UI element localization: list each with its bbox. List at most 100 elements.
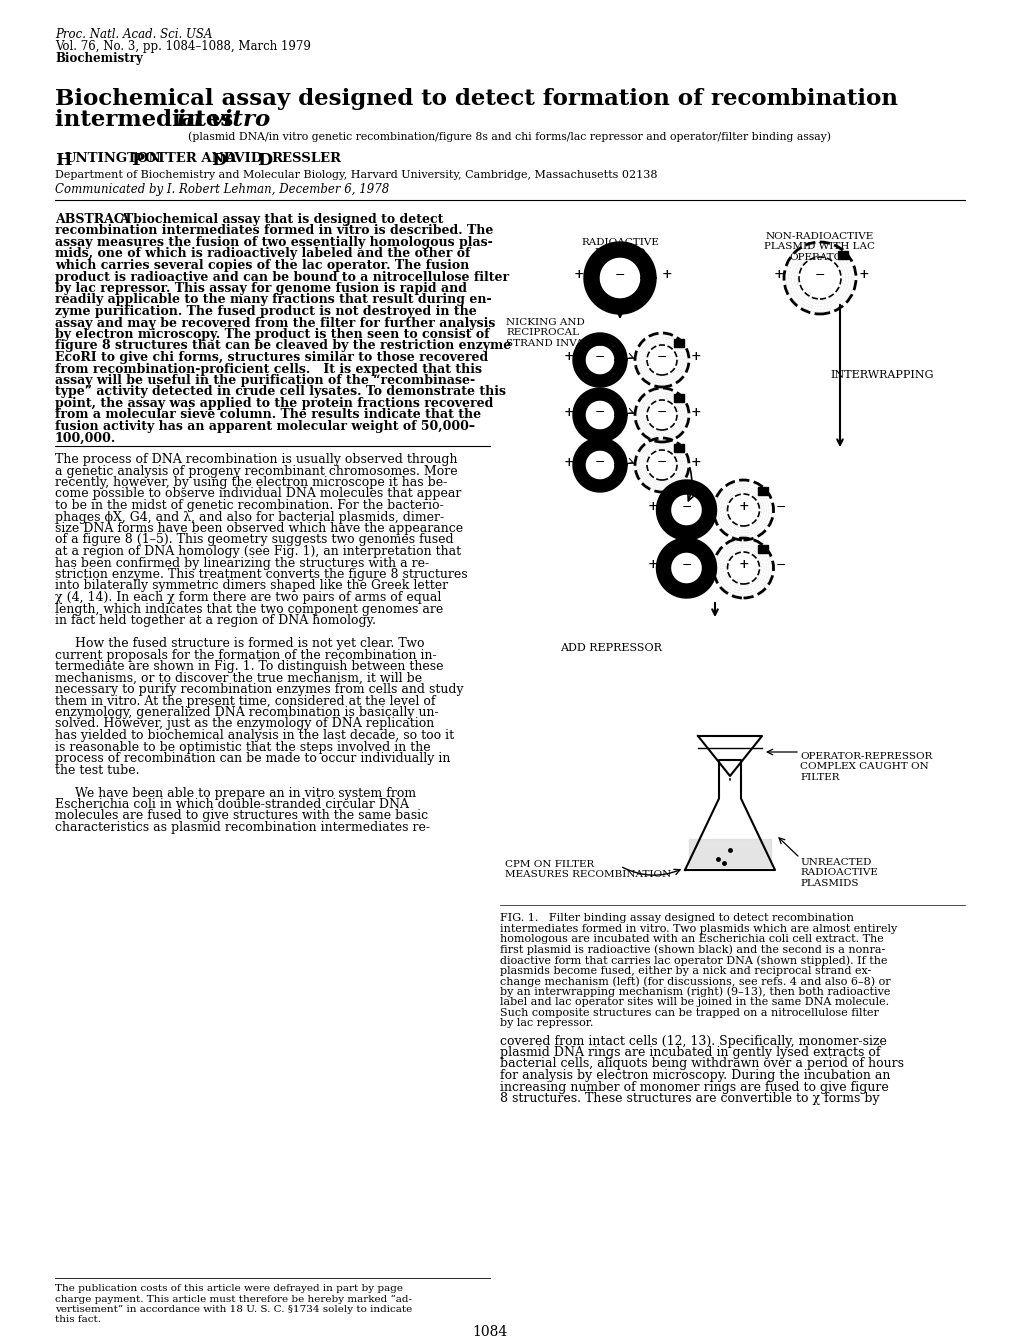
- Text: plasmid DNA rings are incubated in gently lysed extracts of: plasmid DNA rings are incubated in gentl…: [499, 1045, 879, 1059]
- Text: 1084: 1084: [472, 1325, 507, 1339]
- Text: recently, however, by using the electron microscope it has be-: recently, however, by using the electron…: [55, 476, 446, 488]
- Text: for analysis by electron microscopy. During the incubation an: for analysis by electron microscopy. Dur…: [499, 1070, 890, 1082]
- Text: Biochemistry: Biochemistry: [55, 52, 143, 64]
- Text: current proposals for the formation of the recombination in-: current proposals for the formation of t…: [55, 648, 436, 662]
- Text: a genetic analysis of progeny recombinant chromosomes. More: a genetic analysis of progeny recombinan…: [55, 464, 458, 478]
- Polygon shape: [656, 480, 715, 539]
- Bar: [674, 444, 684, 452]
- Text: RESSLER: RESSLER: [271, 152, 340, 165]
- Text: Biochemical assay designed to detect formation of recombination: Biochemical assay designed to detect for…: [55, 89, 897, 110]
- Text: process of recombination can be made to occur individually in: process of recombination can be made to …: [55, 752, 450, 765]
- Text: −: −: [594, 405, 605, 419]
- Text: −: −: [656, 405, 666, 419]
- Text: +: +: [858, 268, 869, 282]
- Bar: [838, 251, 848, 259]
- Text: 100,000.: 100,000.: [55, 432, 116, 444]
- Text: +: +: [564, 350, 574, 364]
- Text: +: +: [738, 501, 748, 514]
- Polygon shape: [573, 437, 627, 493]
- Text: label and lac operator sites will be joined in the same DNA molecule.: label and lac operator sites will be joi…: [499, 997, 889, 1006]
- Text: Communicated by I. Robert Lehman, December 6, 1978: Communicated by I. Robert Lehman, Decemb…: [55, 183, 389, 196]
- Text: −: −: [681, 558, 691, 572]
- Text: −: −: [594, 350, 605, 364]
- Text: −: −: [681, 501, 691, 514]
- Text: to be in the midst of genetic recombination. For the bacterio-: to be in the midst of genetic recombinat…: [55, 499, 443, 513]
- Text: this fact.: this fact.: [55, 1315, 101, 1325]
- Text: them in vitro. At the present time, considered at the level of: them in vitro. At the present time, cons…: [55, 695, 435, 707]
- Text: How the fused structure is formed is not yet clear. Two: How the fused structure is formed is not…: [55, 637, 424, 650]
- Text: characteristics as plasmid recombination intermediates re-: characteristics as plasmid recombination…: [55, 821, 430, 833]
- Text: CPM ON FILTER
MEASURES RECOMBINATION: CPM ON FILTER MEASURES RECOMBINATION: [504, 860, 671, 879]
- Text: Vol. 76, No. 3, pp. 1084–1088, March 1979: Vol. 76, No. 3, pp. 1084–1088, March 197…: [55, 40, 311, 52]
- Text: INTERWRAPPING: INTERWRAPPING: [829, 370, 932, 380]
- Text: OTTER AND: OTTER AND: [145, 152, 234, 165]
- Text: −: −: [774, 558, 786, 572]
- Text: +: +: [661, 268, 672, 282]
- Text: NON-RADIOACTIVE
PLASMID WITH LAC
OPERATOR: NON-RADIOACTIVE PLASMID WITH LAC OPERATO…: [764, 232, 874, 262]
- Text: RADIOACTIVE
PLASMID: RADIOACTIVE PLASMID: [581, 238, 658, 258]
- Text: by lac repressor. This assay for genome fusion is rapid and: by lac repressor. This assay for genome …: [55, 282, 467, 295]
- Text: +: +: [574, 268, 584, 282]
- Polygon shape: [656, 538, 715, 599]
- Text: change mechanism (left) (for discussions, see refs. 4 and also 6–8) or: change mechanism (left) (for discussions…: [499, 976, 890, 986]
- Text: the test tube.: the test tube.: [55, 764, 140, 777]
- Text: OPERATOR-REPRESSOR
COMPLEX CAUGHT ON
FILTER: OPERATOR-REPRESSOR COMPLEX CAUGHT ON FIL…: [799, 752, 931, 782]
- Text: molecules are fused to give structures with the same basic: molecules are fused to give structures w…: [55, 809, 428, 823]
- Text: increasing number of monomer rings are fused to give figure: increasing number of monomer rings are f…: [499, 1080, 888, 1094]
- Text: −: −: [614, 268, 625, 282]
- Text: −: −: [774, 501, 786, 514]
- Text: −: −: [594, 455, 605, 468]
- Text: fusion activity has an apparent molecular weight of 50,000–: fusion activity has an apparent molecula…: [55, 420, 475, 433]
- Text: product is radioactive and can be bound to a nitrocellulose filter: product is radioactive and can be bound …: [55, 271, 508, 283]
- Text: solved. However, just as the enzymology of DNA replication: solved. However, just as the enzymology …: [55, 718, 434, 730]
- Bar: [757, 487, 767, 495]
- Text: assay and may be recovered from the filter for further analysis: assay and may be recovered from the filt…: [55, 317, 495, 330]
- Text: A biochemical assay that is designed to detect: A biochemical assay that is designed to …: [119, 213, 443, 225]
- Polygon shape: [584, 242, 655, 314]
- Text: has yielded to biochemical analysis in the last decade, so too it: has yielded to biochemical analysis in t…: [55, 729, 453, 742]
- Text: necessary to purify recombination enzymes from cells and study: necessary to purify recombination enzyme…: [55, 683, 464, 696]
- Bar: [674, 395, 684, 403]
- Text: covered from intact cells (12, 13). Specifically, monomer-size: covered from intact cells (12, 13). Spec…: [499, 1035, 886, 1048]
- Text: Escherichia coli in which double-stranded circular DNA: Escherichia coli in which double-strande…: [55, 798, 409, 811]
- Text: NICKING AND
RECIPROCAL
STRAND INVASION: NICKING AND RECIPROCAL STRAND INVASION: [505, 318, 611, 348]
- Text: +: +: [647, 558, 657, 572]
- Text: AVID: AVID: [224, 152, 262, 165]
- Text: We have been able to prepare an in vitro system from: We have been able to prepare an in vitro…: [55, 786, 416, 800]
- Polygon shape: [573, 333, 627, 386]
- Text: size DNA forms have been observed which have the appearance: size DNA forms have been observed which …: [55, 522, 463, 535]
- Text: assay will be useful in the purification of the “recombinase-: assay will be useful in the purification…: [55, 374, 475, 386]
- Text: figure 8 structures that can be cleaved by the restriction enzyme: figure 8 structures that can be cleaved …: [55, 340, 511, 353]
- Text: by electron microscopy. The product is then seen to consist of: by electron microscopy. The product is t…: [55, 327, 489, 341]
- Text: ABSTRACT: ABSTRACT: [55, 213, 133, 225]
- Text: termediate are shown in Fig. 1. To distinguish between these: termediate are shown in Fig. 1. To disti…: [55, 660, 443, 672]
- Text: Department of Biochemistry and Molecular Biology, Harvard University, Cambridge,: Department of Biochemistry and Molecular…: [55, 170, 657, 180]
- Text: +: +: [564, 455, 574, 468]
- Text: H: H: [55, 152, 71, 169]
- Text: −: −: [814, 268, 824, 282]
- Text: +: +: [690, 405, 701, 419]
- Polygon shape: [573, 388, 627, 442]
- Text: length, which indicates that the two component genomes are: length, which indicates that the two com…: [55, 603, 443, 616]
- Text: recombination intermediates formed in vitro is described. The: recombination intermediates formed in vi…: [55, 224, 493, 238]
- Text: assay measures the fusion of two essentially homologous plas-: assay measures the fusion of two essenti…: [55, 236, 492, 250]
- Text: zyme purification. The fused product is not destroyed in the: zyme purification. The fused product is …: [55, 305, 476, 318]
- Text: +: +: [690, 455, 701, 468]
- Text: −: −: [656, 455, 666, 468]
- Text: intermediates formed in vitro. Two plasmids which are almost entirely: intermediates formed in vitro. Two plasm…: [499, 923, 897, 934]
- Text: D: D: [206, 152, 227, 169]
- Text: by an interwrapping mechanism (right) (9–13), then both radioactive: by an interwrapping mechanism (right) (9…: [499, 986, 890, 997]
- Text: ADD REPRESSOR: ADD REPRESSOR: [559, 643, 661, 654]
- Text: mechanisms, or to discover the true mechanism, it will be: mechanisms, or to discover the true mech…: [55, 671, 422, 684]
- Text: 8 structures. These structures are convertible to χ forms by: 8 structures. These structures are conve…: [499, 1092, 878, 1104]
- Bar: [757, 545, 767, 553]
- Text: bacterial cells, aliquots being withdrawn over a period of hours: bacterial cells, aliquots being withdraw…: [499, 1057, 903, 1071]
- Text: from a molecular sieve column. The results indicate that the: from a molecular sieve column. The resul…: [55, 408, 481, 421]
- Text: phages ϕX, G4, and λ, and also for bacterial plasmids, dimer-: phages ϕX, G4, and λ, and also for bacte…: [55, 510, 443, 523]
- Text: FIG. 1.   Filter binding assay designed to detect recombination: FIG. 1. Filter binding assay designed to…: [499, 913, 853, 923]
- Text: D: D: [252, 152, 273, 169]
- Text: dioactive form that carries lac operator DNA (shown stippled). If the: dioactive form that carries lac operator…: [499, 956, 887, 965]
- Bar: [674, 340, 684, 348]
- Text: UNREACTED
RADIOACTIVE
PLASMIDS: UNREACTED RADIOACTIVE PLASMIDS: [799, 858, 877, 888]
- Text: charge payment. This article must therefore be hereby marked “ad-: charge payment. This article must theref…: [55, 1295, 412, 1304]
